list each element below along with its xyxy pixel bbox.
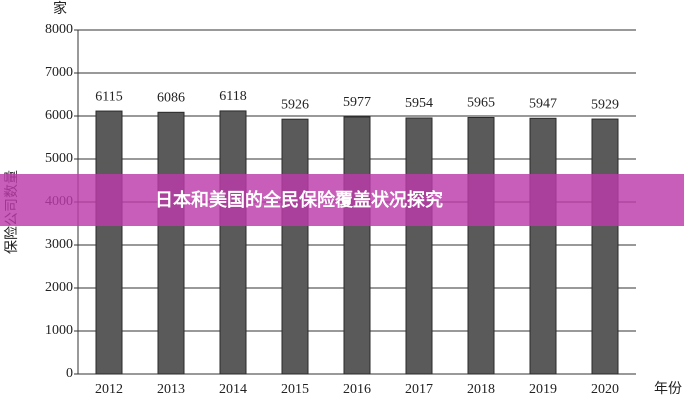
x-axis-label: 年份: [654, 381, 682, 397]
value-label: 5965: [467, 96, 495, 111]
bar: [219, 110, 247, 375]
bar: [343, 116, 371, 375]
bar: [467, 117, 495, 375]
bar: [281, 118, 309, 375]
x-tick-label: 2020: [591, 382, 619, 397]
x-tick-label: 2016: [343, 382, 371, 397]
y-unit: 家: [53, 0, 67, 17]
value-label: 6115: [95, 89, 122, 104]
plot: 0100020003000400050006000700080002012611…: [45, 22, 636, 397]
x-tick-label: 2017: [405, 382, 433, 397]
value-label: 5947: [529, 96, 557, 111]
bar: [157, 111, 185, 375]
x-tick-label: 2015: [281, 382, 309, 397]
y-tick-label: 1000: [45, 323, 73, 338]
y-tick-label: 6000: [45, 108, 73, 123]
value-label: 6086: [157, 91, 185, 106]
y-tick-label: 3000: [45, 237, 73, 252]
y-tick-label: 2000: [45, 280, 73, 295]
x-tick-label: 2013: [157, 382, 185, 397]
title-banner: [0, 174, 684, 226]
x-tick-label: 2012: [95, 382, 123, 397]
y-tick-label: 7000: [45, 65, 73, 80]
value-label: 6118: [219, 89, 246, 104]
y-tick-label: 5000: [45, 151, 73, 166]
y-tick-label: 8000: [45, 22, 73, 37]
x-tick-label: 2019: [529, 382, 557, 397]
value-label: 5977: [343, 95, 371, 110]
bar: [405, 117, 433, 375]
chart-title: 日本和美国的全民保险覆盖状况探究: [155, 189, 443, 211]
y-tick-label: 0: [66, 366, 73, 381]
x-tick-label: 2014: [219, 382, 247, 397]
bar: [95, 110, 123, 375]
x-tick-label: 2018: [467, 382, 495, 397]
value-label: 5929: [591, 97, 619, 112]
bar: [529, 117, 557, 375]
value-label: 5926: [281, 97, 309, 112]
value-label: 5954: [405, 96, 433, 111]
bar: [591, 118, 619, 375]
